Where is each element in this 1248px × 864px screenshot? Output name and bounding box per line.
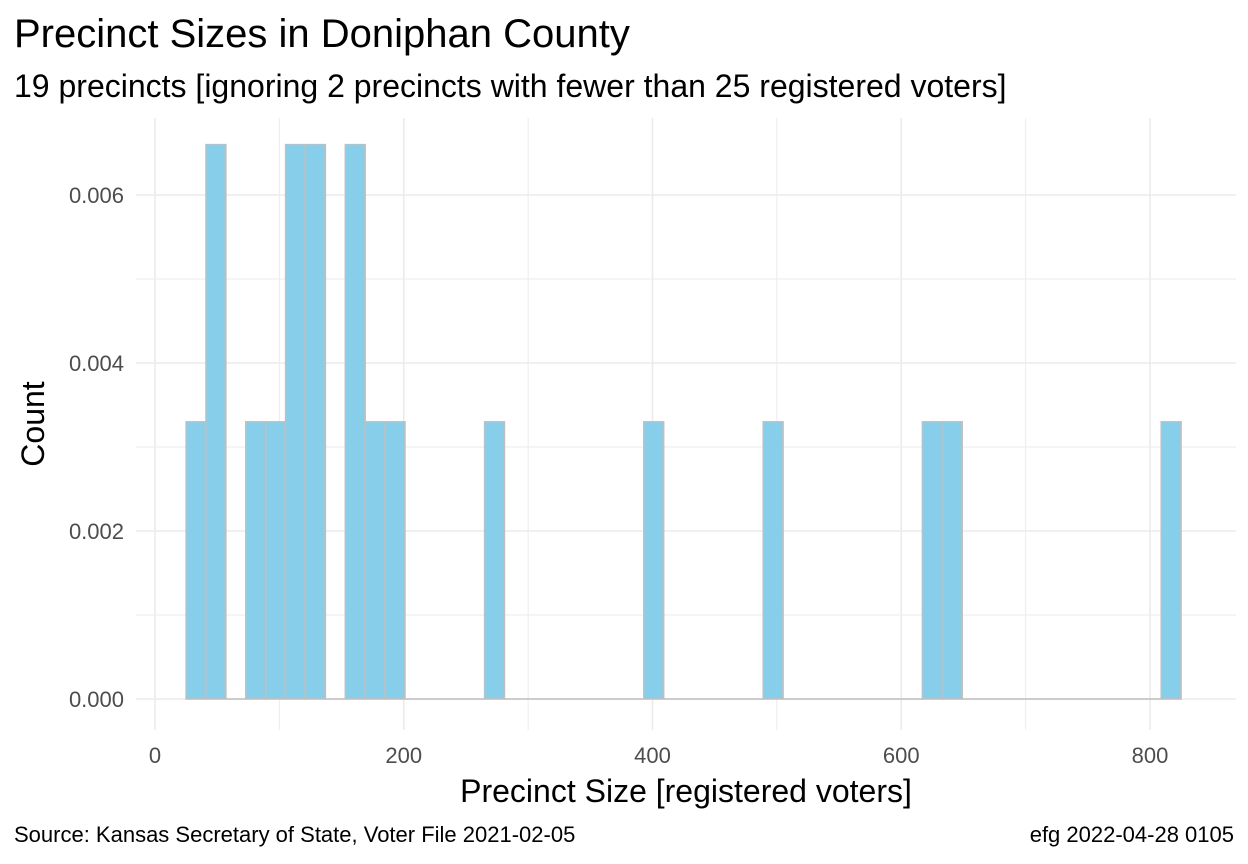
x-tick-label: 800	[1132, 743, 1169, 768]
histogram-bar	[264, 421, 287, 700]
histogram-bar	[205, 143, 227, 700]
y-tick-label: 0.004	[69, 351, 124, 376]
y-axis-ticks: 0.000 0.002 0.004 0.006	[69, 183, 124, 712]
histogram-bar	[483, 421, 506, 700]
y-tick-label: 0.000	[69, 687, 124, 712]
x-axis-title: Precinct Size [registered voters]	[460, 773, 912, 809]
histogram-bar	[384, 421, 406, 700]
y-tick-label: 0.006	[69, 183, 124, 208]
x-tick-label: 0	[149, 743, 161, 768]
histogram-bars	[185, 143, 1182, 700]
x-axis-ticks: 0 200 400 600 800	[149, 743, 1168, 768]
x-tick-label: 200	[385, 743, 422, 768]
histogram-bar	[643, 421, 665, 700]
chart-subtitle: 19 precincts [ignoring 2 precincts with …	[14, 68, 1007, 104]
histogram-bar	[185, 421, 207, 700]
histogram-bar	[304, 143, 327, 700]
histogram-bar	[941, 421, 963, 700]
histogram-bar	[762, 421, 784, 700]
histogram-bar	[921, 421, 944, 700]
histogram-bar	[1160, 421, 1182, 700]
chart-title: Precinct Sizes in Doniphan County	[14, 12, 630, 56]
x-tick-label: 600	[883, 743, 920, 768]
y-tick-label: 0.002	[69, 519, 124, 544]
source-caption: Source: Kansas Secretary of State, Voter…	[14, 822, 576, 847]
credit-caption: efg 2022-04-28 0105	[1029, 822, 1234, 847]
x-tick-label: 400	[634, 743, 671, 768]
histogram-bar	[284, 143, 307, 700]
histogram-bar	[364, 421, 386, 700]
histogram-bar	[344, 143, 366, 700]
y-axis-title: Count	[15, 381, 51, 467]
histogram-bar	[245, 421, 267, 700]
